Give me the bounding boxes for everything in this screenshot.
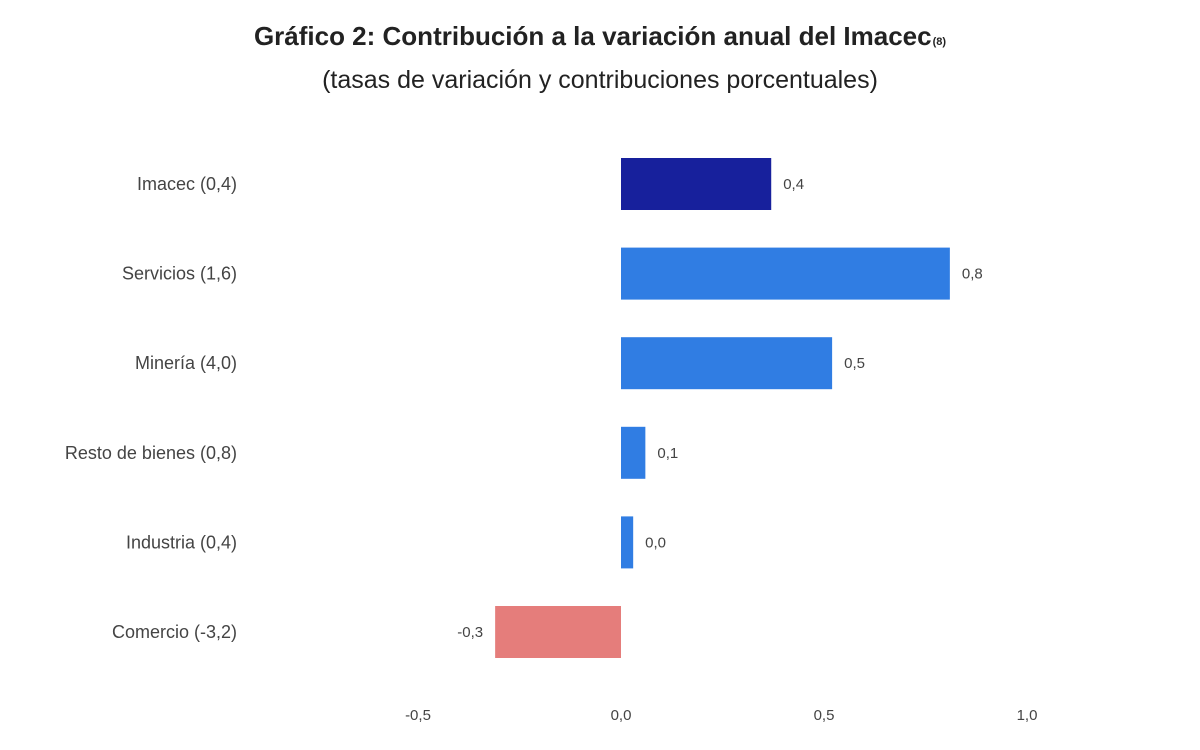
bar-value-label: 0,0	[645, 534, 666, 551]
chart-subtitle: (tasas de variación y contribuciones por…	[322, 66, 878, 94]
bar	[621, 247, 950, 300]
bar-value-label: -0,3	[457, 624, 483, 641]
chart-title-note: (8)	[932, 36, 947, 48]
category-label: Comercio (-3,2)	[112, 622, 237, 642]
bar-value-label: 0,5	[844, 355, 865, 372]
x-tick-label: 1,0	[1017, 707, 1038, 724]
bar-value-label: 0,4	[783, 176, 804, 193]
chart-title: Gráfico 2: Contribución a la variación a…	[0, 18, 1200, 60]
category-label: Industria (0,4)	[126, 532, 237, 552]
bar	[621, 516, 634, 569]
x-tick-label: -0,5	[405, 707, 431, 724]
bar-value-label: 0,1	[657, 445, 678, 462]
chart-title-text: Gráfico 2: Contribución a la variación a…	[253, 21, 932, 51]
category-label: Imacec (0,4)	[137, 174, 237, 194]
bar	[621, 337, 833, 390]
bar	[621, 158, 772, 210]
category-label: Minería (4,0)	[135, 353, 237, 373]
x-tick-label: 0,5	[814, 707, 835, 724]
chart-header: Gráfico 2: Contribución a la variación a…	[0, 18, 1200, 98]
category-label: Servicios (1,6)	[122, 264, 237, 284]
bar-value-label: 0,8	[962, 266, 983, 283]
bar	[495, 606, 621, 658]
category-label: Resto de bienes (0,8)	[65, 443, 237, 463]
x-tick-label: 0,0	[611, 707, 632, 724]
bar	[621, 426, 646, 479]
